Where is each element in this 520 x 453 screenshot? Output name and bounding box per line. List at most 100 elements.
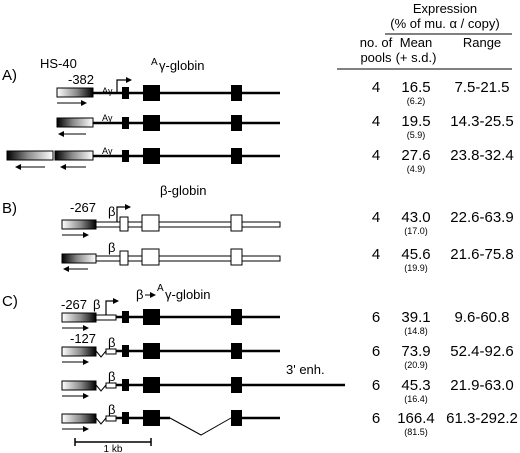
exon-2 (143, 148, 160, 164)
promoter-label: β (108, 240, 115, 255)
sd-a3: (4.9) (407, 164, 426, 174)
mean-b2: 45.6 (401, 246, 430, 263)
exon-3 (231, 148, 242, 164)
range-c1: 9.6-60.8 (454, 309, 509, 326)
transcription-start-arrow (116, 77, 132, 93)
promoter-label: β (108, 204, 115, 219)
exon-3 (231, 377, 242, 393)
exon-1 (122, 150, 129, 162)
construct-a2: Aγ (56, 113, 280, 137)
sd-b2: (19.9) (404, 263, 428, 273)
promoter-label-c4: β (108, 402, 115, 417)
promoter-label-c1: β (93, 297, 100, 312)
enhancer-label: 3' enh. (286, 362, 325, 377)
range-a1: 7.5-21.5 (454, 79, 509, 96)
mean-a3: 27.6 (401, 147, 430, 164)
panel-c-label: C) (2, 293, 18, 310)
exon-1 (122, 412, 129, 424)
mean-b1: 43.0 (401, 209, 430, 226)
panel-b-label: B) (2, 200, 17, 217)
exon-2 (143, 115, 160, 131)
construct-c3: β (61, 369, 345, 399)
exon-3 (230, 214, 243, 232)
panel-c-title: β A γ-globin (136, 283, 211, 302)
promoter-label: Aγ (102, 146, 113, 156)
panel-b-promoter-pos: -267 (70, 200, 96, 215)
pools-c4: 6 (372, 410, 380, 427)
exon-1 (122, 379, 129, 391)
pools-c2: 6 (372, 343, 380, 360)
mean-col-header-2: (+ s.d.) (396, 50, 437, 65)
sd-c2: (20.9) (404, 360, 428, 370)
expression-unit: (% of mu. α / copy) (390, 16, 499, 31)
pools-a1: 4 (372, 79, 380, 96)
pools-a3: 4 (372, 147, 380, 164)
hs40-element-reversed (56, 117, 94, 128)
construct-c2: β (61, 335, 280, 365)
panel-a-label: A) (2, 67, 17, 84)
pools-col-header-2: pools (360, 50, 392, 65)
hs40-element (56, 87, 94, 98)
transcription-start-arrow (105, 298, 119, 315)
beta-promoter-segment (95, 314, 117, 321)
exon-1 (122, 345, 129, 357)
exon-2 (143, 309, 160, 325)
panel-a-promoter-pos: -382 (68, 72, 94, 87)
exon-2 (141, 214, 160, 232)
range-b1: 22.6-63.9 (450, 209, 513, 226)
panel-c-title-beta: β (136, 287, 143, 302)
construct-c1 (61, 298, 280, 331)
pools-c3: 6 (372, 377, 380, 394)
exon-2 (143, 410, 160, 426)
mean-a1: 16.5 (401, 79, 430, 96)
deletion-junction (95, 384, 107, 392)
construct-b2: β (61, 240, 281, 272)
promoter-pos-c1: -267 (61, 297, 87, 312)
deletion-junction (95, 417, 107, 425)
promoter-label: Aγ (102, 113, 113, 123)
panel-a-title-sup: A (151, 57, 158, 68)
sd-a2: (5.9) (407, 130, 426, 140)
exon-1 (122, 87, 129, 99)
mean-a2: 19.5 (401, 113, 430, 130)
exon-3 (231, 309, 242, 325)
hs40-element (61, 346, 97, 357)
construct-b1: β (61, 204, 281, 238)
hs40-element-reversed-1 (6, 150, 54, 161)
pools-b2: 4 (372, 246, 380, 263)
panel-a-title: γ-globin (159, 58, 205, 73)
panel-b-title: β-globin (160, 183, 207, 198)
intron-deletion-junction (169, 417, 232, 436)
range-a3: 23.8-32.4 (450, 147, 513, 164)
sd-a1: (6.2) (407, 96, 426, 106)
range-b2: 21.6-75.8 (450, 246, 513, 263)
panel-c-title-sup: A (157, 283, 164, 294)
exon-2 (143, 85, 160, 101)
mean-c1: 39.1 (401, 309, 430, 326)
range-c4: 61.3-292.2 (446, 410, 518, 427)
promoter-label: Aγ (102, 86, 113, 96)
scale-bar-label: 1 kb (104, 444, 123, 453)
sd-c4: (81.5) (404, 427, 428, 437)
construct-a3: Aγ (6, 146, 280, 170)
hs40-label: HS-40 (40, 56, 77, 71)
range-c2: 52.4-92.6 (450, 343, 513, 360)
hs40-element (61, 312, 97, 323)
mean-c4: 166.4 (397, 410, 435, 427)
exon-3 (231, 85, 242, 101)
sd-c3: (16.4) (404, 394, 428, 404)
gene-backbone-open (95, 221, 281, 228)
scale-bar: 1 kb (74, 438, 152, 453)
exon-2 (143, 377, 160, 393)
exon-1 (122, 311, 129, 323)
pools-c1: 6 (372, 309, 380, 326)
sd-c1: (14.8) (404, 326, 428, 336)
exon-1 (119, 216, 129, 232)
exon-3 (230, 248, 243, 266)
mean-col-header-1: Mean (400, 35, 433, 50)
deletion-junction (95, 350, 107, 358)
promoter-label-c3: β (108, 369, 115, 384)
hs40-element (61, 413, 97, 424)
hs40-element (61, 219, 97, 230)
pools-col-header-1: no. of (360, 35, 393, 50)
